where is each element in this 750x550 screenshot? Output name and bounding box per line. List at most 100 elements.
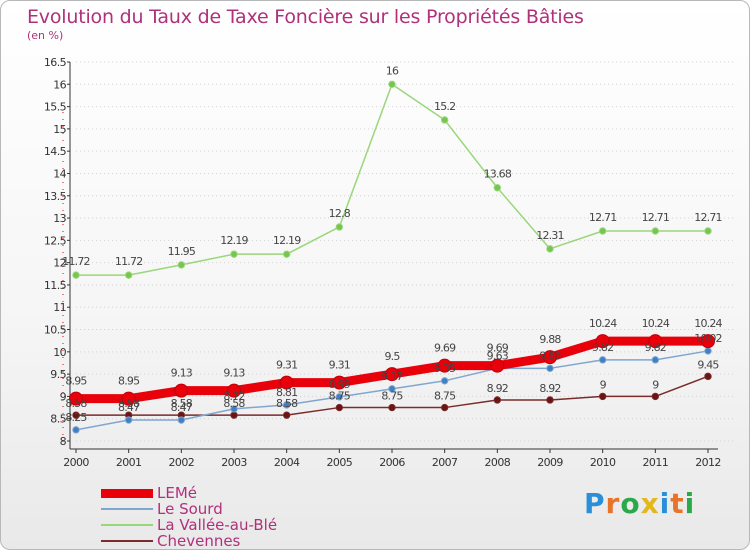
data-label: 8.75 — [329, 390, 351, 403]
data-label: 9.69 — [434, 342, 456, 355]
data-label: 11.72 — [62, 255, 90, 268]
legend-item: LEMé — [101, 484, 341, 502]
data-label: 10.24 — [589, 317, 617, 330]
y-tick-label: 10.5 — [44, 324, 67, 337]
data-point — [72, 426, 80, 434]
data-point — [335, 223, 344, 231]
x-tick-label: 2004 — [274, 456, 300, 469]
y-tick-label: 12.5 — [44, 234, 67, 247]
data-label: 8.75 — [434, 390, 456, 403]
data-point — [124, 271, 133, 279]
legend-swatch — [101, 508, 153, 510]
data-label: 11.72 — [115, 255, 143, 268]
data-point — [279, 375, 294, 390]
legend-label: La Vallée-au-Blé — [157, 516, 278, 534]
legend-label: LEMé — [157, 484, 198, 502]
chart-legend: LEMé Le Sourd La Vallée-au-Blé Chevennes — [101, 484, 341, 550]
data-label: 10.24 — [694, 317, 722, 330]
brand-letter: i — [659, 487, 671, 520]
data-point — [230, 405, 238, 413]
data-label: 9.5 — [384, 350, 400, 363]
data-label: 9.31 — [329, 359, 350, 372]
data-label: 8.58 — [65, 397, 87, 410]
y-tick-label: 15 — [53, 123, 66, 136]
data-label: 9 — [652, 378, 659, 391]
data-label: 8.58 — [118, 397, 140, 410]
data-label: 8.81 — [276, 386, 297, 399]
x-tick-label: 2008 — [485, 456, 511, 469]
legend-swatch — [101, 524, 153, 526]
data-point — [440, 403, 449, 412]
data-point — [388, 80, 396, 88]
data-point — [651, 392, 660, 401]
x-tick-label: 2012 — [695, 456, 721, 469]
data-label: 9.31 — [276, 359, 297, 372]
data-point — [440, 116, 449, 124]
data-point — [388, 385, 396, 393]
y-tick-label: 16 — [53, 78, 66, 91]
legend-label: Le Sourd — [157, 500, 223, 518]
data-point — [124, 416, 133, 424]
data-label: 9.13 — [171, 367, 193, 380]
y-tick-label: 14 — [53, 167, 66, 180]
data-label: 8.58 — [171, 397, 193, 410]
y-tick-label: 15.5 — [44, 101, 67, 114]
data-label: 9 — [600, 378, 607, 391]
data-point — [704, 347, 712, 355]
data-label: 13.68 — [484, 168, 512, 181]
data-point — [385, 367, 399, 382]
data-point — [595, 334, 610, 349]
y-tick-label: 9.5 — [50, 368, 66, 381]
data-point — [648, 334, 663, 349]
data-point — [546, 396, 554, 404]
brand-letter: x — [640, 487, 660, 520]
y-tick-label: 11 — [53, 301, 66, 314]
x-tick-label: 2003 — [221, 456, 247, 469]
data-label: 9.63 — [487, 349, 509, 362]
data-point — [440, 377, 449, 385]
data-label: 9.88 — [539, 333, 561, 346]
data-point — [72, 411, 80, 419]
data-label: 12.71 — [589, 211, 617, 224]
y-tick-label: 11.5 — [44, 279, 67, 292]
data-label: 9.13 — [223, 367, 245, 380]
data-point — [493, 396, 502, 404]
data-label: 9.82 — [592, 341, 613, 354]
x-tick-label: 2002 — [169, 456, 195, 469]
data-label: 8.25 — [65, 411, 87, 424]
data-label: 8.58 — [223, 397, 245, 410]
data-label: 8.95 — [65, 375, 87, 388]
y-tick-label: 16.5 — [44, 56, 67, 69]
brand-letter: i — [684, 487, 696, 520]
data-point — [282, 411, 291, 419]
data-point — [543, 350, 557, 365]
y-tick-label: 8.5 — [50, 413, 66, 426]
legend-item: Le Sourd — [101, 500, 341, 518]
data-label: 11.95 — [168, 245, 196, 258]
data-point — [490, 358, 505, 373]
data-point — [282, 250, 291, 258]
data-point — [69, 391, 83, 406]
data-label: 8.92 — [487, 382, 508, 395]
data-point — [282, 401, 291, 409]
chart-subtitle: (en %) — [27, 29, 64, 42]
data-label: 12.19 — [273, 234, 301, 247]
data-point — [701, 334, 715, 349]
proxiti-logo: Proxiti — [584, 487, 695, 520]
legend-label: Chevennes — [157, 532, 241, 550]
legend-swatch — [101, 489, 153, 498]
data-label: 9.69 — [487, 342, 509, 355]
data-point — [493, 184, 502, 192]
data-label: 8.95 — [118, 375, 140, 388]
chart-title: Evolution du Taux de Taxe Foncière sur l… — [27, 6, 584, 28]
data-label: 8.99 — [329, 378, 351, 391]
data-point — [437, 358, 452, 373]
data-label: 12.31 — [536, 229, 564, 242]
x-tick-label: 2007 — [432, 456, 458, 469]
brand-letter: P — [584, 487, 606, 520]
legend-swatch — [101, 540, 153, 542]
x-tick-label: 2001 — [116, 456, 142, 469]
data-label: 8.58 — [276, 397, 298, 410]
data-point — [174, 383, 189, 398]
